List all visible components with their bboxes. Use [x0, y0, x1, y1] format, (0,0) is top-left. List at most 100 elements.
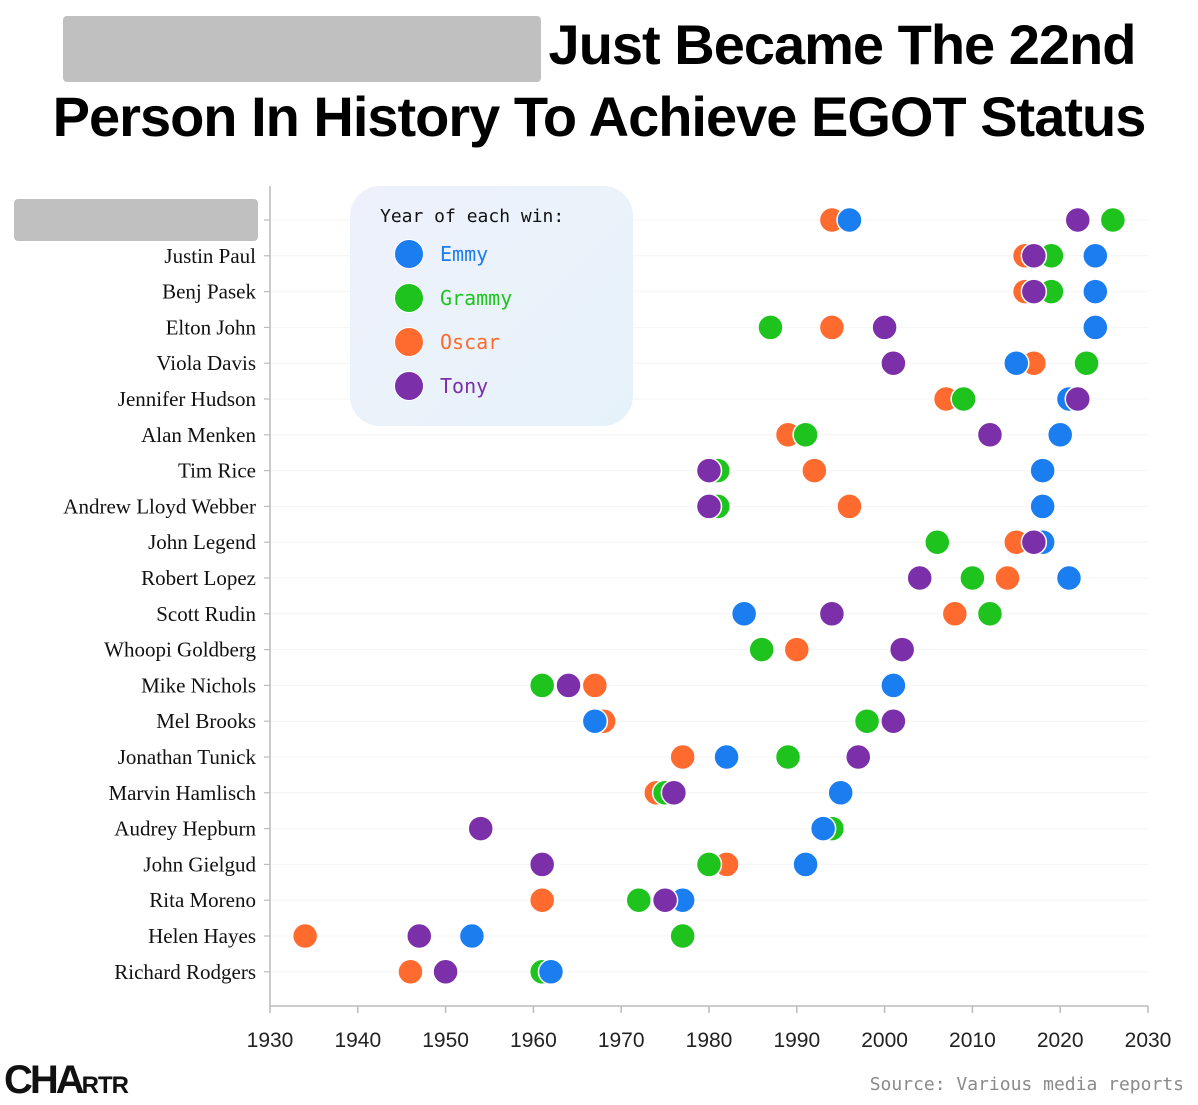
legend-dot-tony	[394, 371, 424, 401]
dot-grammy-rita-moreno	[625, 886, 653, 914]
x-tick-label: 1990	[773, 1029, 820, 1052]
dot-emmy-andrew-lloyd-webber	[1029, 493, 1056, 520]
dot-oscar-richard-rodgers	[397, 958, 424, 986]
row-label-john-gielgud: John Gielgud	[143, 852, 256, 876]
dot-grammy-john-gielgud	[695, 851, 723, 878]
row-label-robert-lopez: Robert Lopez	[141, 566, 256, 590]
dot-emmy-benj-pasek	[1082, 278, 1109, 305]
dot-tony-scott-rudin	[818, 600, 846, 628]
row-label-john-legend: John Legend	[148, 530, 256, 554]
dot-tony-robert-lopez	[906, 564, 933, 592]
x-tick-label: 2020	[1037, 1029, 1084, 1052]
dot-grammy-mike-nichols	[528, 672, 556, 699]
dot-grammy-john-legend	[924, 528, 951, 556]
x-tick-label: 1970	[598, 1029, 645, 1052]
dot-emmy-audrey-hepburn	[809, 815, 837, 842]
dot-tony-audrey-hepburn	[467, 815, 494, 842]
row-label-audrey-hepburn: Audrey Hepburn	[114, 817, 256, 841]
dot-tony-andrew-lloyd-webber	[695, 493, 723, 520]
row-label-richard-rodgers: Richard Rodgers	[114, 960, 256, 984]
dot-grammy-elton-john	[757, 314, 784, 341]
dot-grammy-viola-davis	[1073, 349, 1100, 377]
dot-grammy-robert-lopez	[959, 564, 986, 592]
row-label-whoopi-goldberg: Whoopi Goldberg	[104, 638, 256, 662]
row-label-tim-rice: Tim Rice	[178, 459, 256, 483]
dot-emmy-marvin-hamlisch	[827, 779, 854, 807]
legend-item-grammy: Grammy	[394, 283, 512, 313]
row-label-scott-rudin: Scott Rudin	[156, 602, 256, 626]
row-label-mike-nichols: Mike Nichols	[141, 673, 256, 697]
x-tick-label: 1930	[247, 1029, 294, 1052]
dot-grammy-alan-menken	[792, 421, 819, 449]
dot-emmy-robert-lopez	[1055, 564, 1083, 592]
dot-grammy-redacted	[1099, 206, 1127, 234]
legend-dot-grammy	[394, 283, 424, 313]
dot-emmy-jonathan-tunick	[713, 743, 740, 771]
dot-oscar-helen-hayes	[291, 922, 319, 950]
source-note: Source: Various media reports	[869, 1074, 1184, 1095]
dot-emmy-john-gielgud	[792, 851, 819, 878]
dot-oscar-scott-rudin	[941, 600, 969, 628]
dot-grammy-jennifer-hudson	[950, 385, 977, 413]
dot-tony-john-legend	[1020, 528, 1048, 556]
dot-tony-elton-john	[871, 314, 898, 341]
legend-dot-oscar	[394, 327, 424, 357]
legend-label-tony: Tony	[440, 374, 489, 398]
legend-item-oscar: Oscar	[394, 327, 500, 357]
dot-emmy-helen-hayes	[458, 922, 486, 950]
row-label-mel-brooks: Mel Brooks	[156, 709, 256, 733]
dot-tony-jonathan-tunick	[845, 743, 872, 771]
dot-tony-viola-davis	[880, 349, 907, 377]
dot-grammy-whoopi-goldberg	[748, 636, 775, 663]
chartr-logo: CHARTR	[4, 1058, 129, 1103]
dot-emmy-mel-brooks	[581, 707, 609, 735]
dot-emmy-mike-nichols	[880, 672, 907, 699]
legend-item-emmy: Emmy	[394, 239, 488, 269]
title-line-2: Person In History To Achieve EGOT Status	[52, 85, 1147, 149]
row-label-helen-hayes: Helen Hayes	[148, 924, 256, 948]
dot-tony-richard-rodgers	[432, 958, 459, 986]
dot-tony-marvin-hamlisch	[660, 779, 688, 807]
dot-grammy-jonathan-tunick	[774, 743, 802, 771]
row-label-jennifer-hudson: Jennifer Hudson	[118, 387, 257, 411]
row-label-jonathan-tunick: Jonathan Tunick	[118, 745, 257, 769]
row-label-justin-paul: Justin Paul	[164, 244, 256, 268]
dot-grammy-mel-brooks	[853, 707, 881, 735]
row-label-alan-menken: Alan Menken	[141, 423, 256, 447]
legend-dot-emmy	[394, 239, 424, 269]
logo-small-text: RTR	[81, 1072, 129, 1099]
dot-emmy-viola-davis	[1003, 349, 1030, 377]
row-label-benj-pasek: Benj Pasek	[162, 280, 256, 304]
dot-oscar-robert-lopez	[994, 564, 1021, 592]
x-tick-label: 2010	[949, 1029, 996, 1052]
row-label-andrew-lloyd-webber: Andrew Lloyd Webber	[63, 494, 256, 518]
dot-tony-mel-brooks	[880, 707, 907, 735]
x-tick-label: 2030	[1125, 1029, 1172, 1052]
dot-emmy-elton-john	[1082, 314, 1109, 341]
row-label-marvin-hamlisch: Marvin Hamlisch	[108, 781, 256, 805]
dot-emmy-scott-rudin	[730, 600, 758, 628]
x-tick-label: 1980	[686, 1029, 733, 1052]
title-line-1: Just Became The 22nd	[0, 10, 1198, 83]
row-label-viola-davis: Viola Davis	[156, 351, 256, 375]
row-label-rita-moreno: Rita Moreno	[149, 888, 256, 912]
legend-label-emmy: Emmy	[440, 242, 489, 266]
dot-tony-jennifer-hudson	[1064, 385, 1092, 413]
dot-oscar-whoopi-goldberg	[783, 636, 811, 663]
dot-emmy-justin-paul	[1082, 242, 1109, 270]
dot-oscar-rita-moreno	[528, 886, 556, 914]
legend-label-oscar: Oscar	[440, 330, 501, 354]
redacted-name-block	[62, 16, 541, 83]
legend: Year of each win: Emmy Grammy Oscar Tony	[350, 186, 633, 426]
dot-tony-justin-paul	[1020, 242, 1048, 270]
dot-grammy-scott-rudin	[976, 600, 1004, 628]
dot-oscar-mike-nichols	[581, 672, 609, 699]
dot-emmy-redacted	[836, 206, 863, 234]
dot-tony-mike-nichols	[555, 672, 582, 699]
x-tick-label: 1940	[334, 1029, 381, 1052]
legend-title: Year of each win:	[380, 206, 565, 227]
row-label-elton-john: Elton John	[166, 315, 257, 339]
dot-tony-rita-moreno	[651, 886, 679, 914]
dot-oscar-tim-rice	[801, 457, 828, 484]
x-tick-label: 1950	[422, 1029, 469, 1052]
